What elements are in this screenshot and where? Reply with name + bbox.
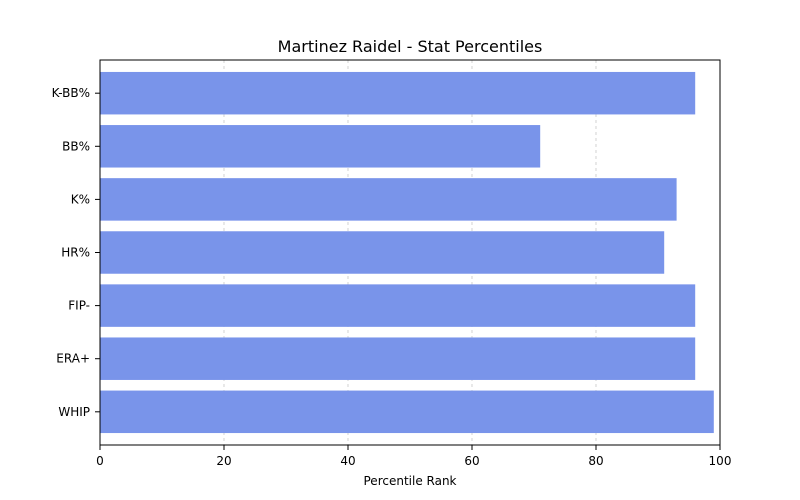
bars — [100, 71, 714, 434]
y-axis-ticks: K-BB% BB% K% HR% FIP- ERA+ WHIP — [52, 86, 100, 419]
bar-era — [100, 337, 696, 380]
y-tick-label: WHIP — [58, 405, 90, 419]
bar-hr — [100, 231, 665, 274]
x-tick-label: 40 — [340, 454, 355, 468]
y-tick-label: HR% — [61, 246, 90, 260]
x-tick-label: 60 — [464, 454, 479, 468]
bar-k — [100, 178, 677, 221]
y-tick-label: K% — [71, 192, 90, 206]
bar-whip — [100, 390, 714, 434]
x-tick-label: 100 — [709, 454, 732, 468]
chart-title: Martinez Raidel - Stat Percentiles — [278, 37, 543, 56]
bar-k-bb — [100, 71, 696, 115]
x-axis-ticks: 0 20 40 60 80 100 — [96, 445, 731, 468]
y-tick-label: K-BB% — [52, 86, 90, 100]
x-tick-label: 20 — [216, 454, 231, 468]
y-tick-label: FIP- — [68, 299, 90, 313]
bar-bb — [100, 125, 541, 168]
x-axis-label: Percentile Rank — [364, 474, 457, 488]
y-tick-label: ERA+ — [56, 352, 90, 366]
x-tick-label: 0 — [96, 454, 104, 468]
y-tick-label: BB% — [62, 139, 90, 153]
x-tick-label: 80 — [588, 454, 603, 468]
bar-fip — [100, 284, 696, 327]
